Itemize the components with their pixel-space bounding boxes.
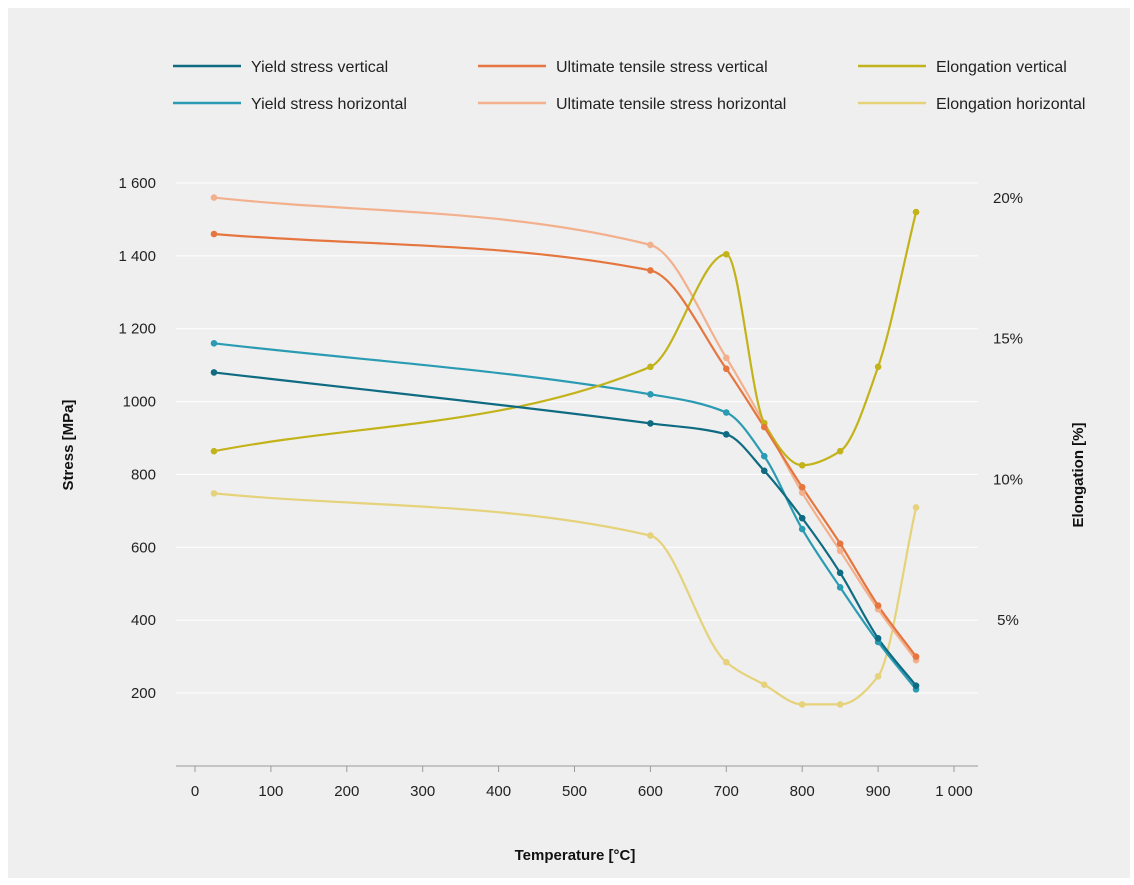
x-tick-label-300: 300 (410, 783, 435, 800)
y-axis-title: Stress [MPa] (60, 400, 77, 491)
legend-label-ultimate-tensile-stress-horizontal: Ultimate tensile stress horizontal (556, 96, 786, 113)
point-elongation-vertical-700 (723, 250, 730, 258)
point-ultimate-tensile-stress-horizontal-25 (210, 194, 218, 201)
chart: Yield stress vertical Yield stress horizo… (60, 59, 1087, 864)
point-ultimate-tensile-stress-vertical-600 (647, 267, 654, 274)
series-points (210, 194, 920, 708)
legend-label-elongation-horizontal: Elongation horizontal (936, 96, 1085, 113)
x-axis-title: Temperature [°C] (515, 847, 636, 864)
y2-tick-label-15: 15% (993, 331, 1023, 348)
legend-label-yield-stress-vertical: Yield stress vertical (251, 59, 388, 76)
point-yield-stress-horizontal-600 (647, 390, 654, 398)
y2-tick-label-5: 5% (997, 612, 1019, 629)
point-ultimate-tensile-stress-horizontal-850 (836, 547, 844, 555)
legend: Yield stress vertical Yield stress horizo… (173, 59, 1085, 113)
line-ultimate-tensile-stress-horizontal (212, 196, 918, 662)
legend-label-ultimate-tensile-stress-vertical: Ultimate tensile stress vertical (556, 59, 768, 76)
series-lines (212, 196, 918, 706)
x-tick-label-800: 800 (790, 783, 815, 800)
x-tick-label-1000: 1 000 (935, 783, 973, 800)
point-ultimate-tensile-stress-vertical-850 (836, 540, 844, 547)
point-yield-stress-vertical-800 (798, 514, 806, 522)
y-tick-label-800: 800 (131, 466, 156, 483)
line-elongation-horizontal (212, 492, 918, 706)
y2-tick-label-20: 20% (993, 190, 1023, 207)
point-ultimate-tensile-stress-vertical-700 (723, 365, 730, 373)
point-yield-stress-horizontal-750 (760, 452, 768, 460)
point-elongation-vertical-900 (874, 363, 882, 371)
x-tick-label-100: 100 (258, 783, 283, 800)
point-yield-stress-vertical-700 (723, 431, 730, 438)
point-yield-stress-horizontal-850 (836, 584, 844, 591)
point-yield-stress-vertical-950 (912, 682, 920, 690)
point-ultimate-tensile-stress-horizontal-800 (798, 489, 806, 496)
gridlines (176, 182, 978, 694)
point-elongation-horizontal-950 (912, 504, 920, 511)
point-ultimate-tensile-stress-vertical-800 (798, 483, 806, 491)
point-yield-stress-vertical-750 (760, 467, 768, 475)
point-ultimate-tensile-stress-horizontal-600 (647, 241, 654, 249)
point-ultimate-tensile-stress-vertical-900 (874, 602, 882, 609)
point-elongation-horizontal-25 (210, 490, 218, 497)
x-tick-label-200: 200 (334, 783, 359, 800)
y2-tick-label-10: 10% (993, 471, 1023, 488)
point-elongation-horizontal-700 (723, 658, 730, 666)
point-ultimate-tensile-stress-vertical-950 (912, 653, 920, 660)
y-tick-label-400: 400 (131, 612, 156, 629)
y-tick-label-1600: 1 600 (118, 175, 156, 192)
y-tick-label-1000: 1000 (123, 394, 156, 411)
point-yield-stress-horizontal-25 (210, 339, 218, 347)
point-elongation-horizontal-600 (647, 532, 654, 539)
point-yield-stress-horizontal-700 (723, 409, 730, 416)
y-tick-label-600: 600 (131, 539, 156, 556)
y-tick-label-1200: 1 200 (118, 321, 156, 338)
point-elongation-horizontal-750 (760, 681, 768, 689)
x-tick-label-500: 500 (562, 783, 587, 800)
point-elongation-vertical-950 (912, 208, 920, 216)
point-yield-stress-horizontal-800 (798, 525, 806, 533)
x-tick-label-400: 400 (486, 783, 511, 800)
chart-panel: Yield stress vertical Yield stress horizo… (8, 8, 1130, 878)
x-tick-label-700: 700 (714, 783, 739, 800)
legend-label-yield-stress-horizontal: Yield stress horizontal (251, 96, 407, 113)
line-elongation-vertical (212, 210, 918, 467)
y2-axis-title: Elongation [%] (1070, 423, 1087, 528)
x-tick-label-0: 0 (191, 783, 199, 800)
point-elongation-horizontal-900 (874, 672, 882, 680)
point-ultimate-tensile-stress-vertical-25 (210, 230, 218, 238)
point-elongation-horizontal-800 (798, 701, 806, 708)
point-elongation-vertical-600 (647, 363, 654, 371)
point-yield-stress-vertical-850 (836, 569, 844, 577)
point-yield-stress-vertical-600 (647, 420, 654, 427)
point-elongation-vertical-25 (210, 447, 218, 455)
y-tick-label-200: 200 (131, 685, 156, 702)
legend-label-elongation-vertical: Elongation vertical (936, 59, 1067, 76)
line-ultimate-tensile-stress-vertical (212, 232, 918, 658)
y-tick-label-1400: 1 400 (118, 248, 156, 265)
x-tick-label-600: 600 (638, 783, 663, 800)
point-yield-stress-vertical-25 (210, 369, 218, 376)
point-elongation-vertical-850 (836, 447, 844, 455)
line-yield-stress-vertical (212, 371, 918, 687)
x-tick-label-900: 900 (866, 783, 891, 800)
point-elongation-horizontal-850 (836, 701, 844, 708)
point-ultimate-tensile-stress-vertical-750 (760, 423, 768, 431)
point-yield-stress-vertical-900 (874, 635, 882, 642)
point-elongation-vertical-800 (798, 461, 806, 469)
point-ultimate-tensile-stress-horizontal-700 (723, 354, 730, 362)
